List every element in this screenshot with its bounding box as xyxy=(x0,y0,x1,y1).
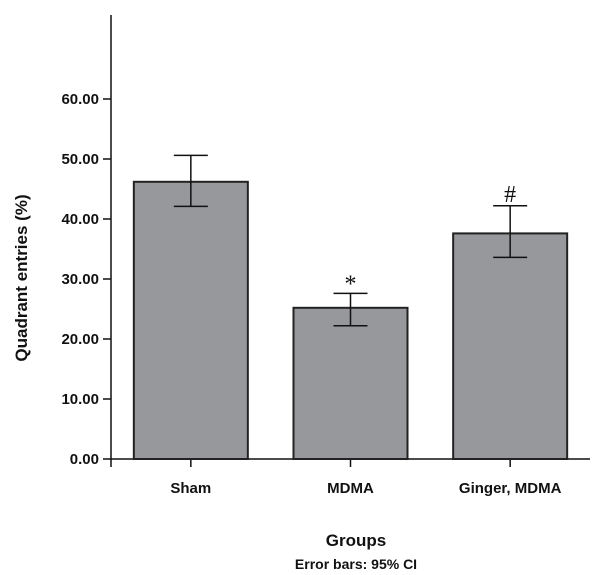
bar xyxy=(452,232,569,460)
x-axis: Sham MDMA Ginger, MDMA xyxy=(110,458,590,497)
x-tick-label: Ginger, MDMA xyxy=(459,480,562,497)
bar xyxy=(292,306,409,460)
x-tick-label: Sham xyxy=(170,480,211,497)
error-bars xyxy=(173,154,528,327)
significance-marks: *# xyxy=(345,182,517,298)
bars xyxy=(132,180,569,461)
bar xyxy=(132,180,249,461)
significance-mark: * xyxy=(345,271,357,297)
y-axis-title: Quadrant entries (%) xyxy=(12,194,31,361)
error-bars-note: Error bars: 95% CI xyxy=(295,556,417,572)
y-tick-label: 60.00 xyxy=(61,91,99,108)
y-tick-label: 30.00 xyxy=(61,271,99,288)
y-axis: 0.00 10.00 20.00 30.00 40.00 50.00 60.00 xyxy=(61,15,112,468)
x-tick-label: MDMA xyxy=(327,480,374,497)
y-tick-label: 0.00 xyxy=(70,451,99,468)
y-tick-label: 20.00 xyxy=(61,331,99,348)
y-tick-label: 50.00 xyxy=(61,151,99,168)
y-tick-label: 40.00 xyxy=(61,211,99,228)
significance-mark: # xyxy=(504,182,516,208)
x-axis-title: Groups xyxy=(326,531,386,550)
y-tick-label: 10.00 xyxy=(61,391,99,408)
